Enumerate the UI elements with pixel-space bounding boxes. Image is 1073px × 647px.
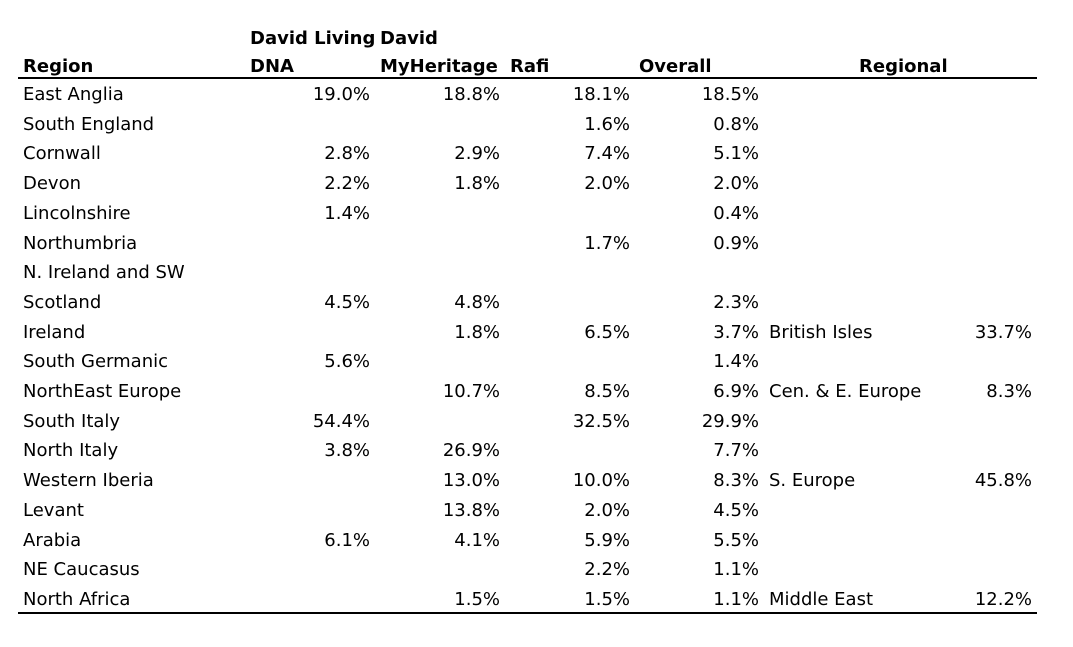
cell-myheritage: 13.8% <box>442 499 500 521</box>
cell-region: Western Iberia <box>23 470 154 492</box>
cell-rafi: 1.5% <box>584 588 630 610</box>
cell-overall: 5.5% <box>713 529 759 551</box>
cell-region: East Anglia <box>23 84 124 105</box>
cell-rafi: 2.2% <box>584 559 630 581</box>
cell-rafi: 5.9% <box>584 529 630 551</box>
cell-overall: 2.3% <box>713 291 759 313</box>
header-regional: Regional <box>859 56 948 77</box>
cell-region: Scotland <box>23 291 102 313</box>
cell-overall: 0.9% <box>713 232 759 254</box>
cell-region: Devon <box>23 173 82 195</box>
cell-region: N. Ireland and SW <box>23 262 185 284</box>
cell-living-dna: 4.5% <box>324 291 370 313</box>
header-rafi: Rafi <box>510 56 550 77</box>
header-region: Region <box>23 56 94 77</box>
cell-overall: 1.1% <box>713 588 759 610</box>
cell-region: South Italy <box>23 410 121 432</box>
cell-myheritage: 10.7% <box>442 381 500 402</box>
cell-rafi: 1.6% <box>584 113 630 135</box>
cell-region: Cornwall <box>23 143 101 165</box>
cell-overall: 0.8% <box>713 113 759 135</box>
cell-regional-name: Cen. & E. Europe <box>769 381 922 402</box>
cell-living-dna: 5.6% <box>324 351 370 373</box>
cell-overall: 2.0% <box>713 173 759 195</box>
cell-living-dna: 54.4% <box>312 410 370 432</box>
cell-overall: 7.7% <box>713 440 759 462</box>
cell-rafi: 18.1% <box>572 84 630 105</box>
cell-region: North Africa <box>23 588 131 610</box>
cell-living-dna: 2.8% <box>324 143 370 165</box>
cell-myheritage: 1.5% <box>454 588 500 610</box>
header-myheritage-line1: David <box>380 28 438 49</box>
cell-regional-value: 8.3% <box>986 381 1032 402</box>
cell-overall: 8.3% <box>713 470 759 492</box>
cell-rafi: 7.4% <box>584 143 630 165</box>
cell-rafi: 1.7% <box>584 232 630 254</box>
cell-region: South Germanic <box>23 351 169 373</box>
cell-region: Lincolnshire <box>23 202 131 224</box>
cell-region: Arabia <box>23 529 82 551</box>
cell-rafi: 32.5% <box>572 410 630 432</box>
cell-regional-name: Middle East <box>769 588 874 610</box>
cell-regional-name: S. Europe <box>769 470 856 492</box>
cell-rafi: 10.0% <box>572 470 630 492</box>
cell-myheritage: 18.8% <box>442 84 500 105</box>
cell-regional-value: 12.2% <box>974 588 1032 610</box>
cell-overall: 4.5% <box>713 499 759 521</box>
cell-region: Levant <box>23 499 84 521</box>
cell-myheritage: 2.9% <box>454 143 500 165</box>
bottom-rule <box>18 612 1037 614</box>
cell-region: NE Caucasus <box>23 559 140 581</box>
cell-rafi: 2.0% <box>584 499 630 521</box>
cell-region: Ireland <box>23 321 86 343</box>
cell-myheritage: 4.8% <box>454 291 500 313</box>
header-overall: Overall <box>639 56 712 77</box>
cell-regional-value: 45.8% <box>974 470 1032 492</box>
cell-overall: 0.4% <box>713 202 759 224</box>
cell-regional-value: 33.7% <box>974 321 1032 343</box>
cell-regional-name: British Isles <box>769 321 873 343</box>
cell-rafi: 2.0% <box>584 173 630 195</box>
cell-region: South England <box>23 113 155 135</box>
cell-living-dna: 1.4% <box>324 202 370 224</box>
cell-overall: 1.4% <box>713 351 759 373</box>
header-myheritage-line2: MyHeritage <box>380 56 498 77</box>
cell-overall: 6.9% <box>713 381 759 402</box>
cell-living-dna: 3.8% <box>324 440 370 462</box>
cell-myheritage: 26.9% <box>442 440 500 462</box>
cell-rafi: 8.5% <box>584 381 630 402</box>
cell-region: North Italy <box>23 440 119 462</box>
cell-overall: 1.1% <box>713 559 759 581</box>
cell-myheritage: 1.8% <box>454 321 500 343</box>
cell-overall: 18.5% <box>701 84 759 105</box>
cell-region: NorthEast Europe <box>23 381 182 402</box>
header-living-dna-line2: DNA <box>250 56 294 77</box>
cell-living-dna: 2.2% <box>324 173 370 195</box>
cell-myheritage: 4.1% <box>454 529 500 551</box>
header-living-dna-line1: David Living <box>250 28 376 49</box>
cell-rafi: 6.5% <box>584 321 630 343</box>
header-rule <box>18 77 1037 79</box>
cell-overall: 5.1% <box>713 143 759 165</box>
cell-living-dna: 6.1% <box>324 529 370 551</box>
cell-myheritage: 1.8% <box>454 173 500 195</box>
cell-overall: 3.7% <box>713 321 759 343</box>
cell-myheritage: 13.0% <box>442 470 500 492</box>
cell-living-dna: 19.0% <box>312 84 370 105</box>
cell-region: Northumbria <box>23 232 138 254</box>
cell-overall: 29.9% <box>701 410 759 432</box>
